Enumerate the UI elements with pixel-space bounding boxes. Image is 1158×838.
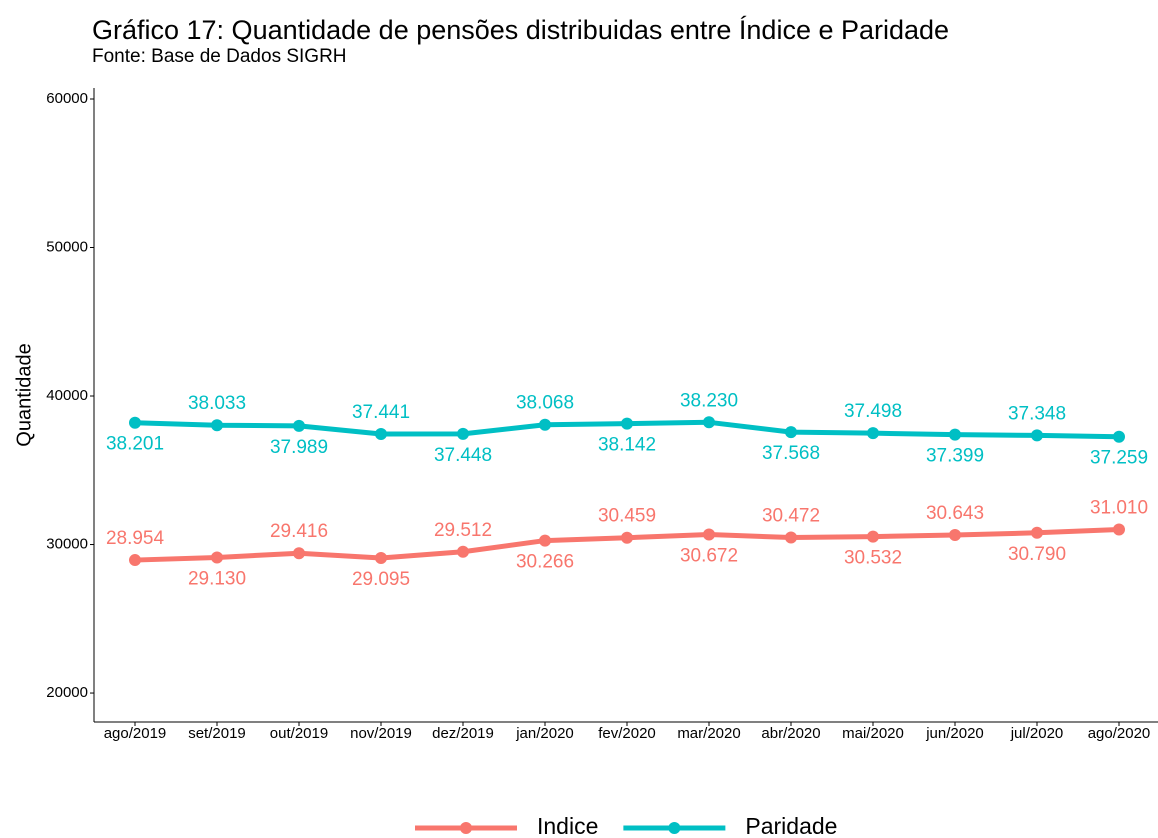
data-point	[867, 530, 879, 543]
y-axis-label: Quantidade	[13, 343, 35, 446]
value-label: 31.010	[1090, 498, 1148, 519]
data-point	[211, 419, 223, 432]
value-label: 37.568	[762, 443, 820, 464]
x-tick-label: jan/2020	[515, 725, 574, 742]
value-label: 30.643	[926, 503, 984, 524]
data-point	[539, 534, 551, 547]
y-tick-label: 50000	[46, 238, 88, 255]
chart-title: Gráfico 17: Quantidade de pensões distri…	[92, 15, 949, 45]
y-tick-label: 30000	[46, 535, 88, 552]
x-tick-label: mai/2020	[842, 725, 904, 742]
legend-marker	[460, 822, 472, 834]
value-label: 37.441	[352, 402, 410, 423]
data-point	[375, 428, 387, 441]
value-label: 37.989	[270, 437, 328, 458]
x-tick-label: abr/2020	[761, 725, 820, 742]
x-tick-label: mar/2020	[677, 725, 740, 742]
value-label: 37.399	[926, 446, 984, 467]
data-point	[1031, 429, 1043, 442]
data-point	[785, 426, 797, 439]
x-tick-label: jun/2020	[925, 725, 984, 742]
value-label: 30.790	[1008, 544, 1066, 565]
value-label: 29.095	[352, 569, 410, 590]
chart-subtitle: Fonte: Base de Dados SIGRH	[92, 46, 347, 67]
value-label: 37.348	[1008, 403, 1066, 424]
x-tick-label: jul/2020	[1010, 725, 1064, 742]
value-label: 38.201	[106, 434, 164, 455]
value-label: 30.532	[844, 548, 902, 569]
value-label: 30.672	[680, 546, 738, 567]
x-tick-label: dez/2019	[432, 725, 494, 742]
value-label: 37.448	[434, 445, 492, 466]
data-point	[1031, 526, 1043, 539]
x-tick-label: ago/2019	[104, 725, 167, 742]
y-tick-label: 20000	[46, 684, 88, 701]
data-point	[621, 417, 633, 430]
value-label: 29.416	[270, 521, 328, 542]
value-label: 38.230	[680, 390, 738, 411]
value-label: 37.259	[1090, 448, 1148, 469]
data-point	[949, 428, 961, 441]
data-point	[375, 551, 387, 564]
data-point	[703, 416, 715, 429]
x-tick-label: set/2019	[188, 725, 246, 742]
data-point	[293, 547, 305, 560]
legend-marker	[668, 822, 681, 834]
x-tick-label: ago/2020	[1088, 725, 1151, 742]
data-point	[211, 551, 223, 564]
data-point	[129, 416, 141, 429]
value-label: 29.512	[434, 520, 492, 541]
data-point	[457, 545, 469, 558]
x-tick-label: fev/2020	[598, 725, 656, 742]
data-point	[621, 531, 633, 544]
value-label: 37.498	[844, 401, 902, 422]
data-point	[867, 427, 879, 440]
data-point	[293, 419, 305, 432]
data-point	[129, 554, 141, 567]
value-label: 30.472	[762, 506, 820, 527]
data-point	[539, 418, 551, 431]
value-label: 38.068	[516, 393, 574, 414]
data-point	[785, 531, 797, 544]
value-label: 28.954	[106, 528, 165, 549]
value-label: 30.459	[598, 506, 656, 527]
data-point	[703, 528, 715, 541]
data-point	[949, 528, 961, 541]
legend-label: Indice	[537, 813, 598, 838]
x-tick-label: out/2019	[270, 725, 328, 742]
value-label: 38.142	[598, 435, 656, 456]
value-label: 29.130	[188, 568, 246, 589]
value-label: 30.266	[516, 552, 574, 573]
legend-label: Paridade	[745, 813, 837, 838]
data-point	[457, 427, 469, 440]
value-label: 38.033	[188, 393, 246, 414]
data-point	[1113, 430, 1125, 443]
x-tick-label: nov/2019	[350, 725, 412, 742]
y-tick-label: 60000	[46, 90, 88, 107]
data-point	[1113, 523, 1125, 536]
y-tick-label: 40000	[46, 387, 88, 404]
